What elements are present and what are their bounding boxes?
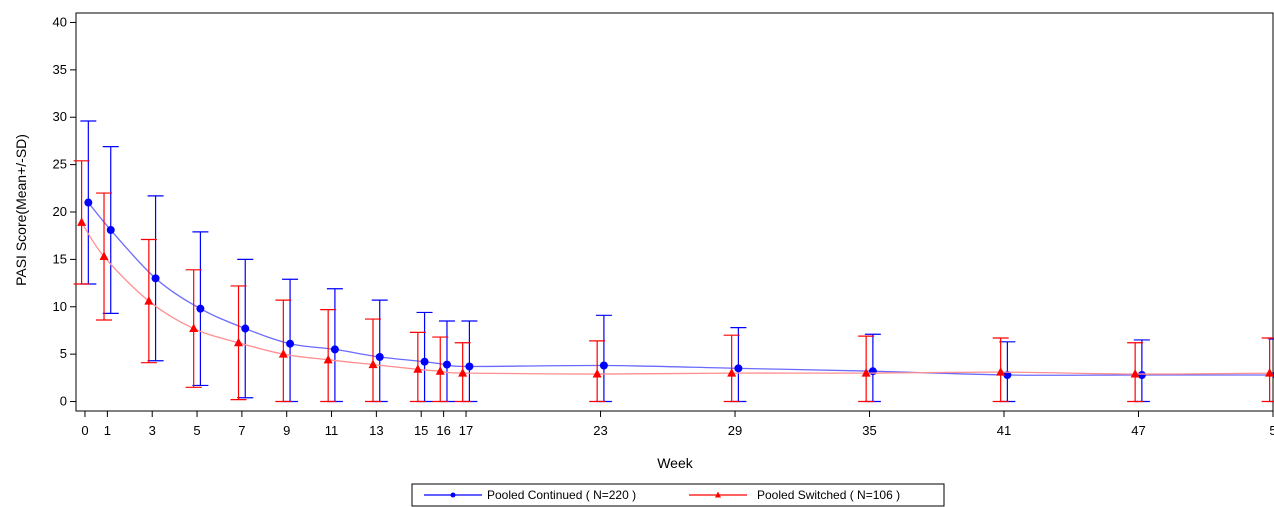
data-point — [465, 362, 474, 371]
x-tick-label: 23 — [593, 423, 607, 438]
error-bar — [1261, 337, 1274, 403]
x-tick-label: 5 — [193, 423, 200, 438]
legend-box — [411, 483, 945, 507]
plot-area — [75, 12, 1274, 412]
data-point — [99, 251, 109, 261]
legend: Pooled Continued ( N=220 ) Pooled Switche… — [411, 483, 945, 507]
data-point — [442, 360, 451, 369]
x-tick-label: 29 — [728, 423, 742, 438]
data-point — [144, 296, 154, 305]
data-point — [1137, 370, 1146, 379]
series-switched — [73, 160, 1274, 403]
x-tick-label: 9 — [283, 423, 290, 438]
legend-item-switched: Pooled Switched ( N=106 ) — [689, 488, 900, 502]
data-point — [420, 357, 429, 366]
x-tick-label: 35 — [862, 423, 876, 438]
y-tick-label: 30 — [53, 109, 67, 124]
data-point — [375, 352, 384, 361]
error-bar — [1133, 339, 1150, 403]
x-tick-label: 7 — [238, 423, 245, 438]
data-point — [84, 198, 93, 207]
x-tick-label: 5 — [1269, 423, 1274, 438]
y-tick-label: 5 — [60, 346, 67, 361]
data-point — [599, 361, 608, 370]
data-point — [435, 366, 445, 375]
y-axis: 0 5 10 15 20 25 30 35 40 — [53, 14, 76, 409]
data-point — [861, 368, 871, 377]
x-tick-label: 3 — [149, 423, 156, 438]
x-tick-label: 17 — [459, 423, 473, 438]
data-point — [286, 339, 295, 348]
legend-marker — [450, 492, 456, 498]
data-point — [734, 364, 743, 373]
series-continued — [80, 120, 1274, 403]
legend-label: Pooled Continued ( N=220 ) — [487, 488, 636, 502]
data-point — [592, 369, 602, 378]
data-point — [727, 368, 737, 377]
data-point — [1003, 370, 1012, 379]
data-point — [278, 349, 288, 358]
data-point — [196, 304, 205, 313]
y-tick-label: 15 — [53, 251, 67, 266]
x-tick-label: 0 — [81, 423, 88, 438]
y-tick-label: 40 — [53, 14, 67, 29]
data-point — [996, 367, 1006, 376]
data-point — [241, 324, 250, 333]
error-bar — [371, 299, 388, 403]
error-bar — [326, 288, 343, 403]
data-point — [458, 368, 468, 377]
y-tick-label: 0 — [60, 394, 67, 409]
series-line — [81, 222, 1270, 375]
x-tick-label: 15 — [414, 423, 428, 438]
data-point — [413, 364, 423, 373]
data-point — [330, 345, 339, 354]
error-bar — [461, 320, 478, 403]
data-point — [1130, 369, 1140, 378]
x-tick-label: 16 — [436, 423, 450, 438]
y-tick-label: 20 — [53, 204, 67, 219]
data-point — [1265, 368, 1274, 377]
data-point — [323, 354, 333, 364]
error-bar — [595, 314, 612, 403]
x-tick-label: 11 — [325, 423, 339, 438]
data-point — [868, 367, 877, 376]
data-point — [77, 217, 87, 226]
x-tick-label: 41 — [997, 423, 1011, 438]
y-tick-label: 10 — [53, 299, 67, 314]
data-point — [234, 337, 244, 347]
legend-label: Pooled Switched ( N=106 ) — [757, 488, 900, 502]
y-tick-label: 35 — [53, 62, 67, 77]
x-tick-label: 47 — [1131, 423, 1145, 438]
data-point — [106, 226, 115, 235]
data-point — [189, 323, 199, 333]
plot-frame — [75, 12, 1274, 412]
x-tick-label: 1 — [104, 423, 111, 438]
x-tick-label: 13 — [369, 423, 383, 438]
series-line — [87, 202, 1274, 376]
data-point — [368, 359, 378, 369]
x-axis-label: Week — [657, 455, 694, 471]
y-axis-label: PASI Score(Mean+/-SD) — [13, 134, 29, 286]
error-bar — [416, 311, 433, 403]
data-point — [151, 274, 160, 283]
legend-marker — [715, 491, 721, 498]
legend-item-continued: Pooled Continued ( N=220 ) — [424, 488, 636, 502]
y-tick-label: 25 — [53, 157, 67, 172]
series-layer — [73, 120, 1274, 403]
x-axis: 0 1 3 5 7 9 11 13 15 16 17 23 29 35 41 47 5 — [81, 411, 1274, 438]
